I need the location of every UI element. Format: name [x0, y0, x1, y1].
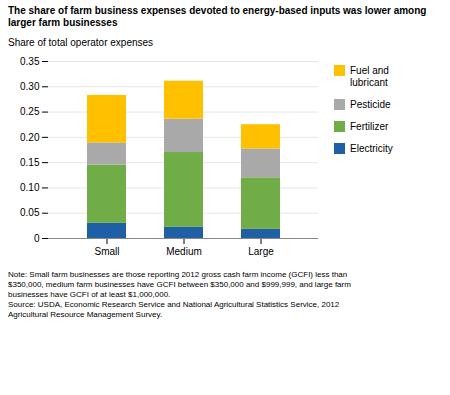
- svg-text:0.15: 0.15: [20, 157, 40, 168]
- html-text:Note: Small farm businesses ar: Note: Small farm businesses are those re…: [8, 270, 351, 319]
- html-text:The share of farm business exp: The share of farm business expenses devo…: [8, 5, 427, 28]
- svg-text:0.25: 0.25: [20, 106, 40, 117]
- svg-text:Small: Small: [94, 246, 119, 257]
- html-text:Fuel and lubricant: Fuel and lubricant: [350, 65, 389, 88]
- svg-text:0.35: 0.35: [20, 56, 40, 67]
- svg-text:Medium: Medium: [166, 246, 202, 257]
- svg-text:0.10: 0.10: [20, 182, 40, 193]
- svg-text:0.20: 0.20: [20, 132, 40, 143]
- svg-text:0.30: 0.30: [20, 81, 40, 92]
- svg-text:0.05: 0.05: [20, 207, 40, 218]
- html-text:Fertilizer: Fertilizer: [350, 121, 389, 132]
- html-text:Electricity: Electricity: [350, 143, 393, 154]
- svg-text:0: 0: [34, 233, 40, 244]
- html-text:Pesticide: Pesticide: [350, 99, 391, 110]
- html-text:Share of total operator expens: Share of total operator expenses: [8, 37, 154, 48]
- svg-text:Large: Large: [248, 246, 274, 257]
